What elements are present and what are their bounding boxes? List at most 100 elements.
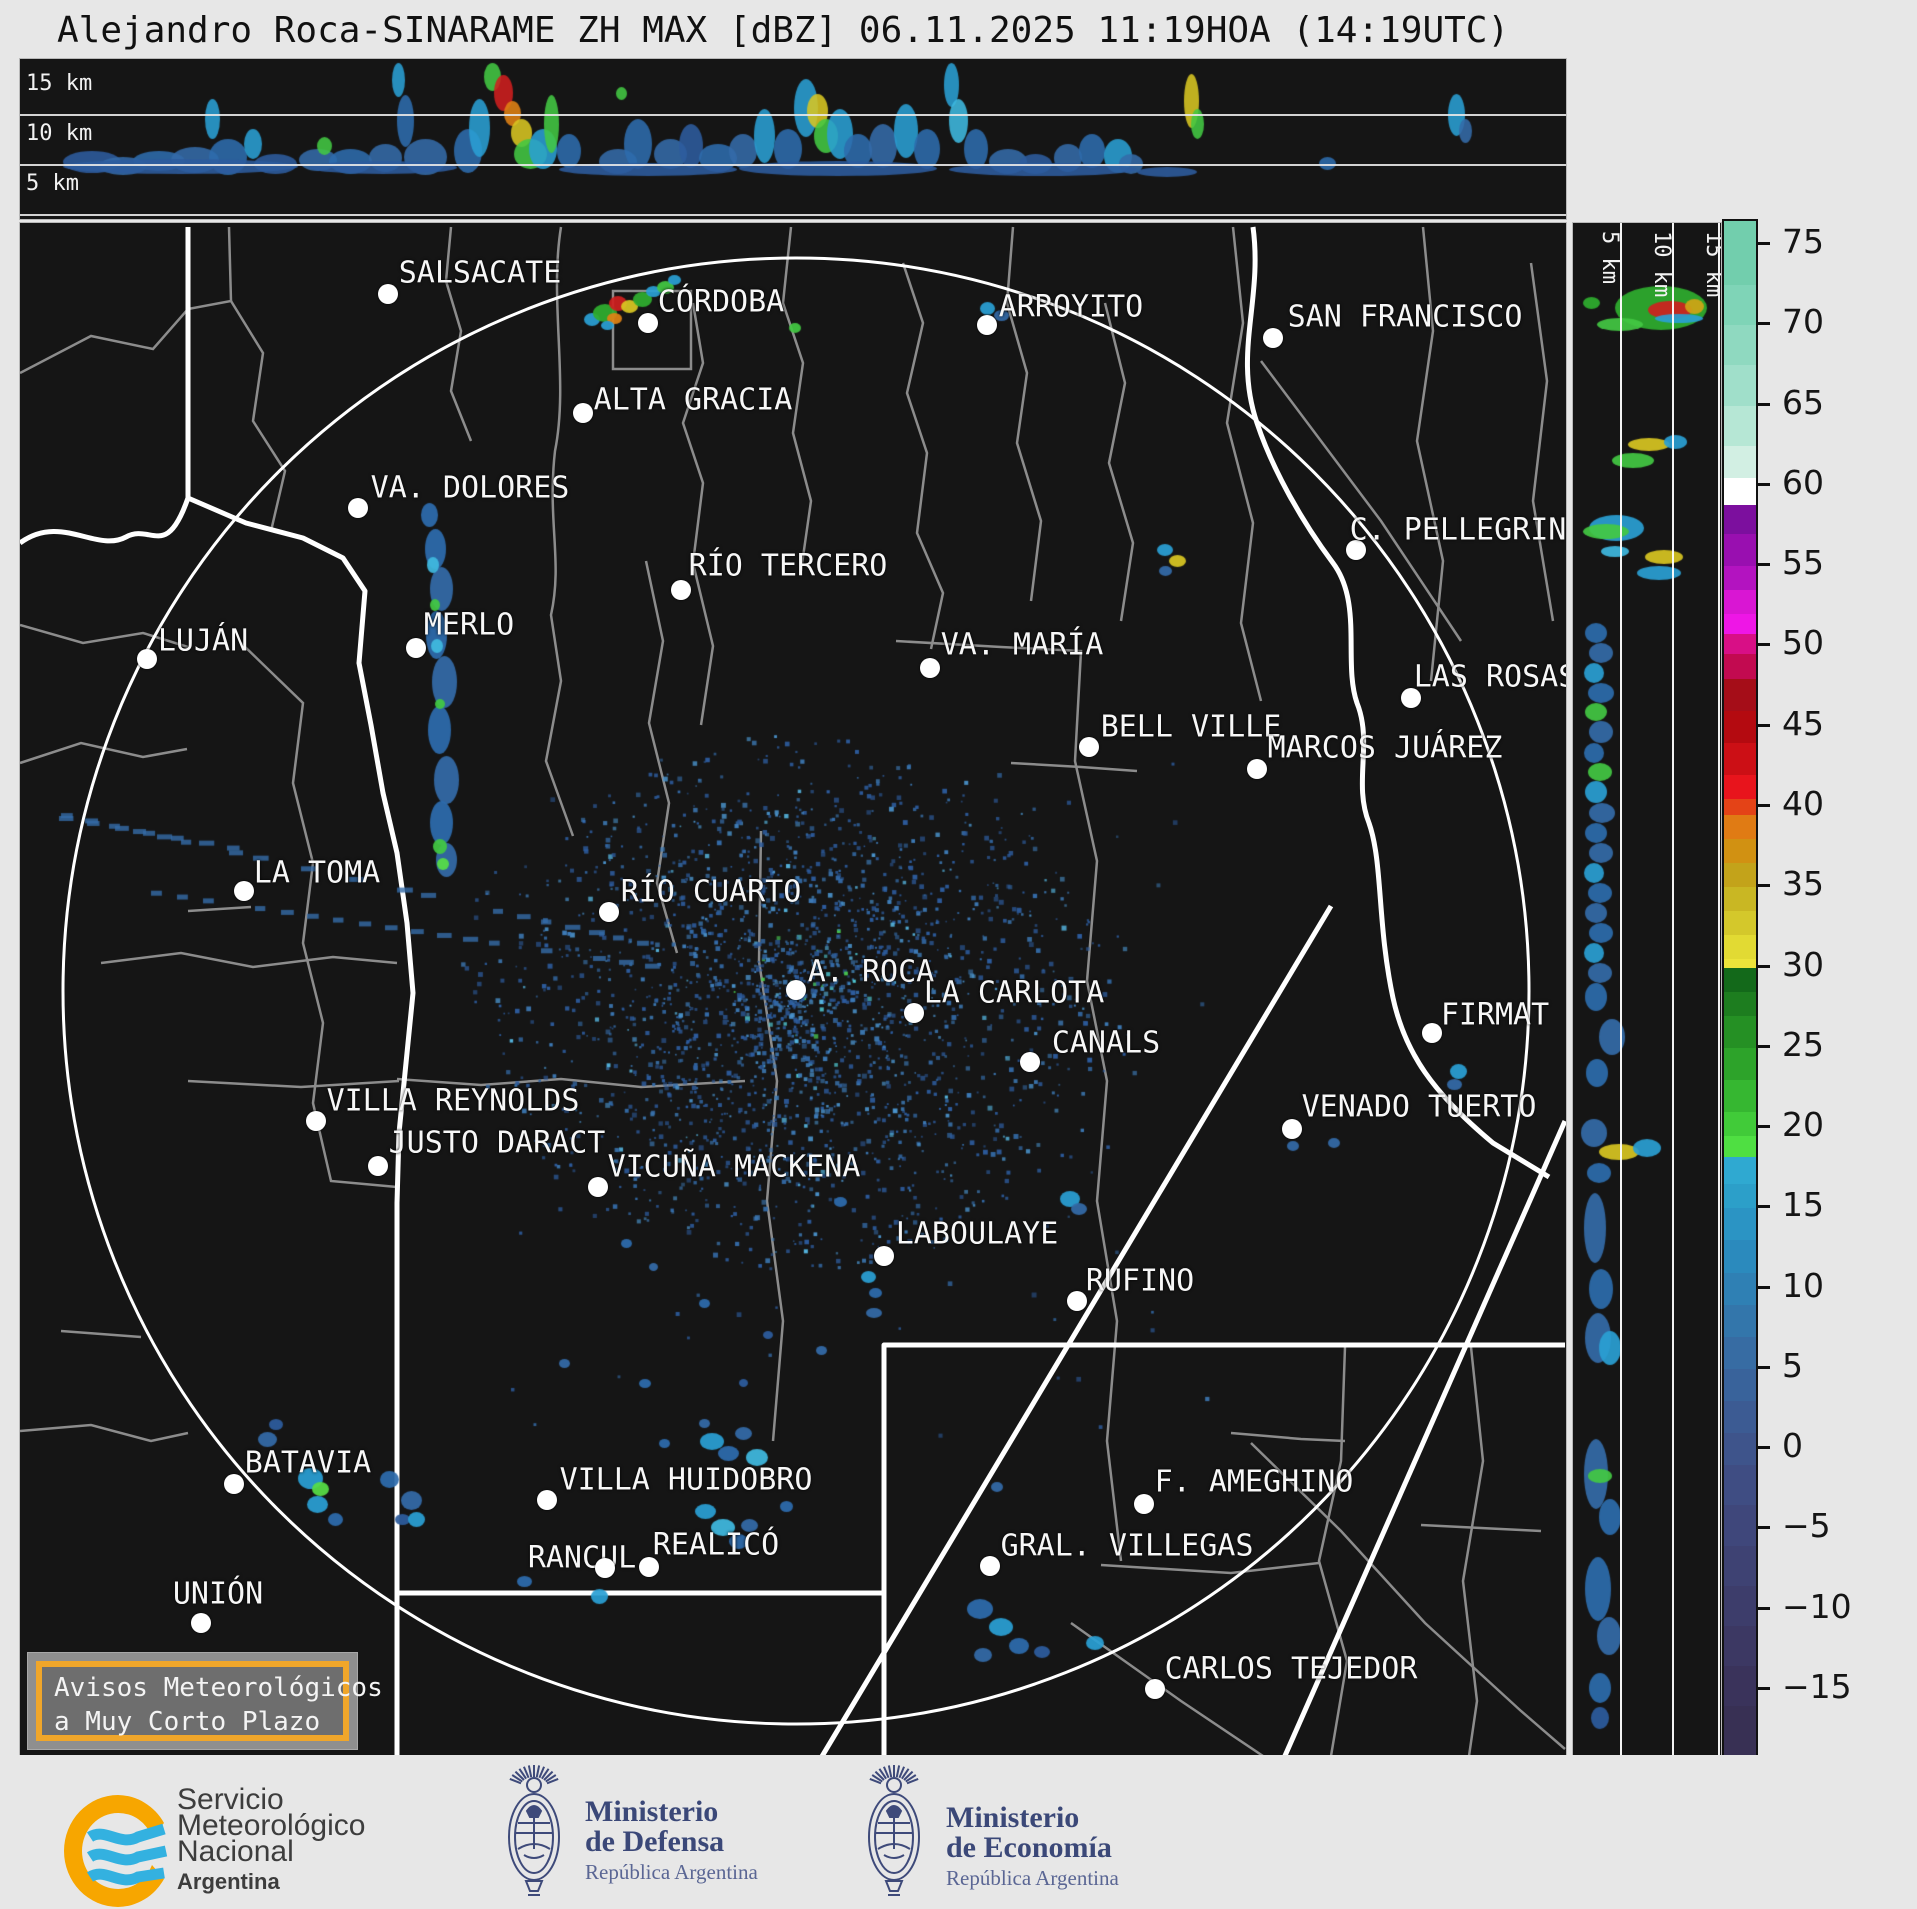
city-dot: [1346, 540, 1366, 560]
top-cross-section-echoes: [20, 59, 1566, 219]
smn-wordmark: Servicio Meteorológico Nacional Argentina: [177, 1783, 366, 1895]
city-label: VA. MARÍA: [940, 627, 1104, 663]
city-label: FIRMAT: [1440, 997, 1550, 1033]
colorbar-segment: [1724, 1465, 1756, 1506]
colorbar-tick-label: 75: [1782, 222, 1824, 261]
city-label: LABOULAYE: [895, 1216, 1059, 1252]
short-term-warnings-button[interactable]: Avisos Meteorológicos a Muy Corto Plazo: [27, 1652, 383, 1750]
footer: Servicio Meteorológico Nacional Argentina …: [0, 1755, 1917, 1909]
colorbar-segment: [1724, 887, 1756, 912]
city-dot: [588, 1177, 608, 1197]
economia-coat-of-arms-icon: [868, 1765, 920, 1896]
colorbar-segment: [1724, 798, 1756, 815]
defensa-coat-of-arms-icon: [508, 1765, 560, 1896]
colorbar-segment: [1724, 505, 1756, 534]
smn-logo-icon: [64, 1795, 168, 1907]
city-dot: [977, 315, 997, 335]
city-dot: [599, 902, 619, 922]
colorbar-tick: [1758, 964, 1770, 968]
colorbar-segment: [1724, 590, 1756, 615]
city-label: A. ROCA: [807, 954, 935, 990]
city-dot: [234, 881, 254, 901]
colorbar-segment: [1724, 967, 1756, 992]
city-label: VILLA HUIDOBRO: [559, 1462, 813, 1498]
city-dot: [671, 580, 691, 600]
colorbar-tick-label: 45: [1782, 703, 1824, 743]
colorbar-segment: [1724, 1585, 1756, 1626]
colorbar-segment: [1724, 220, 1756, 286]
altitude-line: [1718, 223, 1720, 1758]
colorbar-segment: [1724, 935, 1756, 960]
colorbar-segment: [1724, 839, 1756, 864]
colorbar-segment: [1724, 1156, 1756, 1185]
colorbar-tick-label: 40: [1782, 783, 1824, 823]
altitude-label: 5 km: [26, 171, 79, 196]
colorbar-tick: [1758, 803, 1770, 807]
colorbar-segment: [1724, 1336, 1756, 1369]
city-dot: [920, 658, 940, 678]
colorbar-tick-label: 60: [1782, 462, 1824, 502]
right-cross-section-echoes: [1573, 223, 1721, 1758]
page-title: Alejandro Roca-SINARAME ZH MAX [dBZ] 06.…: [57, 10, 1510, 51]
city-label: VICUÑA MACKENA: [607, 1149, 861, 1185]
city-dot: [1020, 1052, 1040, 1072]
colorbar-segment: [1724, 863, 1756, 888]
city-dot: [639, 1557, 659, 1577]
city-dot: [537, 1490, 557, 1510]
colorbar-tick: [1758, 1606, 1770, 1610]
colorbar-tick: [1758, 1365, 1770, 1369]
colorbar-segment: [1724, 477, 1756, 506]
colorbar-tick-label: 30: [1782, 944, 1824, 984]
altitude-line: [20, 214, 1566, 216]
colorbar-segment: [1724, 365, 1756, 406]
colorbar-tick-label: 65: [1782, 382, 1824, 422]
city-label: ALTA GRACIA: [593, 382, 793, 418]
city-label: MARCOS JUÁREZ: [1267, 730, 1503, 766]
colorbar-segment: [1724, 1665, 1756, 1707]
city-dot: [786, 980, 806, 1000]
city-dot: [378, 284, 398, 304]
colorbar-tick: [1758, 723, 1770, 727]
city-dot: [980, 1556, 1000, 1576]
city-label: VILLA REYNOLDS: [326, 1083, 580, 1119]
colorbar-tick: [1758, 1205, 1770, 1209]
colorbar-tick: [1758, 1125, 1770, 1129]
city-dot: [573, 403, 593, 423]
city-label: LA CARLOTA: [923, 975, 1105, 1011]
colorbar-segment: [1724, 1401, 1756, 1434]
colorbar-tick-label: 25: [1782, 1024, 1824, 1064]
colorbar-segment: [1724, 678, 1756, 711]
colorbar-tick: [1758, 482, 1770, 486]
city-dot: [1067, 1291, 1087, 1311]
colorbar-tick: [1758, 402, 1770, 406]
colorbar-segment: [1724, 1272, 1756, 1305]
colorbar-tick: [1758, 643, 1770, 647]
altitude-line: [20, 114, 1566, 116]
city-dot: [874, 1246, 894, 1266]
colorbar-tick: [1758, 884, 1770, 888]
colorbar-segment: [1724, 911, 1756, 936]
city-dot: [137, 649, 157, 669]
city-label: GRAL. VILLEGAS: [1000, 1528, 1254, 1564]
ministerio-defensa-wordmark: Ministerio de Defensa República Argentina: [585, 1795, 758, 1885]
city-dot: [306, 1111, 326, 1131]
city-label: LAS ROSAS: [1413, 659, 1567, 695]
city-dot: [1422, 1023, 1442, 1043]
city-dot: [406, 638, 426, 658]
city-label: RÍO CUARTO: [620, 874, 802, 910]
colorbar-segment: [1724, 654, 1756, 679]
colorbar-segment: [1724, 285, 1756, 326]
city-label: JUSTO DARACT: [388, 1125, 606, 1161]
colorbar-tick-label: 50: [1782, 623, 1824, 663]
dbz-colorbar: [1722, 219, 1758, 1760]
colorbar-tick-label: 15: [1782, 1185, 1824, 1225]
colorbar-tick-label: 10: [1782, 1265, 1824, 1305]
city-label: MERLO: [423, 607, 515, 643]
city-label: C. PELLEGRINI: [1349, 512, 1567, 548]
city-label: BATAVIA: [244, 1445, 372, 1481]
colorbar-segment: [1724, 1112, 1756, 1137]
colorbar-tick-label: 20: [1782, 1105, 1824, 1145]
city-dot: [368, 1156, 388, 1176]
colorbar-tick: [1758, 322, 1770, 326]
colorbar-tick-label: 35: [1782, 864, 1824, 904]
